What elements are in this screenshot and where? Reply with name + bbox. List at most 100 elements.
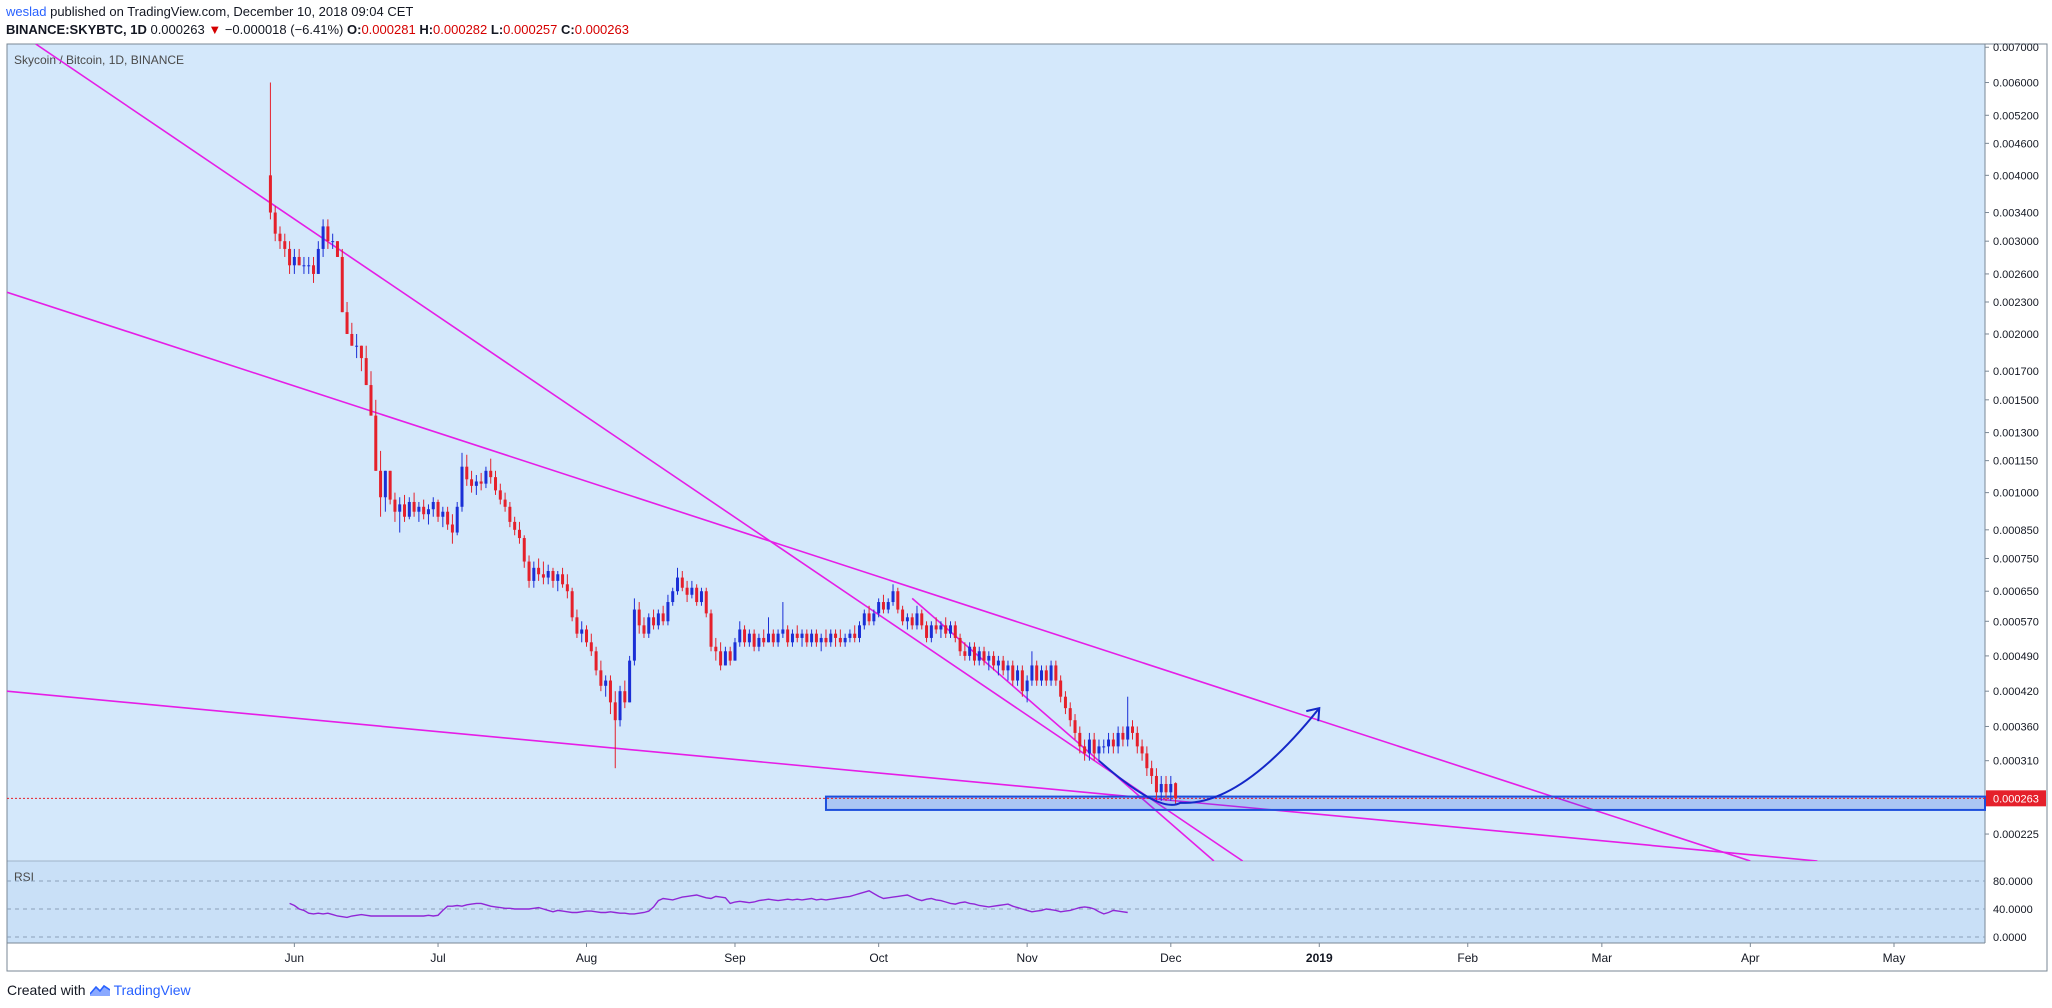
candle-body <box>714 646 718 652</box>
candle-body <box>580 629 584 634</box>
candle-body <box>1169 783 1173 793</box>
candle <box>1169 775 1173 801</box>
candle-body <box>987 655 991 661</box>
candle <box>580 621 584 643</box>
candle <box>858 621 862 643</box>
candle <box>829 629 833 647</box>
candle-body <box>340 256 344 313</box>
trendline <box>7 690 1818 861</box>
created-with-text: Created with <box>7 982 86 998</box>
tradingview-link[interactable]: TradingView <box>113 982 191 998</box>
candle-body <box>1020 670 1024 692</box>
time-tick-label: 2019 <box>1306 951 1333 965</box>
candle <box>297 248 301 266</box>
candle <box>934 617 938 634</box>
candle-body <box>795 633 799 638</box>
candle-body <box>417 506 421 512</box>
candle-body <box>958 637 962 652</box>
candle-body <box>599 670 603 686</box>
candle-body <box>1001 660 1005 671</box>
candle-body <box>570 591 574 618</box>
forecast-arc <box>1098 707 1321 806</box>
candle-body <box>331 241 335 243</box>
candle <box>316 241 320 274</box>
candle-body <box>1059 680 1063 697</box>
candle <box>738 621 742 647</box>
candle-body <box>968 646 972 656</box>
candle <box>853 625 857 643</box>
rsi-title: RSI <box>14 870 34 884</box>
candle-body <box>379 470 383 498</box>
candle <box>1154 768 1158 801</box>
candle <box>1116 726 1120 754</box>
candle-body <box>407 501 411 517</box>
candle <box>824 629 828 647</box>
candle <box>489 458 493 484</box>
candle <box>1083 739 1087 761</box>
candle-body <box>335 241 339 257</box>
candle <box>422 499 426 520</box>
candle-body <box>1078 732 1082 747</box>
publish-info: weslad published on TradingView.com, Dec… <box>6 4 413 19</box>
candle-body <box>848 633 852 638</box>
candle-body <box>585 629 589 643</box>
candle <box>795 625 799 643</box>
price-tick-label: 0.001150 <box>1993 456 2038 468</box>
candle <box>685 580 689 603</box>
candle-body <box>934 625 938 630</box>
candle <box>886 598 890 614</box>
candle <box>594 646 598 676</box>
candle-body <box>594 651 598 671</box>
candle-body <box>1174 783 1178 799</box>
candle <box>647 613 651 638</box>
candle-body <box>546 571 550 578</box>
candle-body <box>561 574 565 585</box>
candle <box>537 558 541 581</box>
candle <box>268 82 272 220</box>
candle <box>877 598 881 618</box>
candle <box>398 497 402 533</box>
candle <box>460 452 464 512</box>
candle-body <box>1130 726 1134 733</box>
candle <box>862 609 866 630</box>
candle <box>920 609 924 630</box>
candle-body <box>1097 746 1101 754</box>
candle <box>498 483 502 505</box>
price-tick-label: 0.004000 <box>1993 170 2039 182</box>
candle-body <box>623 691 627 703</box>
candle-body <box>551 571 555 581</box>
candle <box>1140 739 1144 761</box>
candle-body <box>972 646 976 661</box>
candle-body <box>944 625 948 634</box>
candle-body <box>695 587 699 603</box>
candle <box>1111 732 1115 754</box>
candle <box>494 470 498 495</box>
price-change: −0.000018 (−6.41%) <box>224 22 344 37</box>
candle-body <box>613 702 617 721</box>
candle-body <box>1150 768 1154 776</box>
candle-body <box>915 613 919 626</box>
candle <box>1092 732 1096 761</box>
candle <box>972 642 976 666</box>
candle <box>508 501 512 528</box>
candle <box>393 492 397 522</box>
candle-body <box>834 633 838 638</box>
candle-body <box>412 501 416 512</box>
candle <box>1130 720 1134 740</box>
candle-body <box>661 613 665 622</box>
candle-body <box>747 633 751 643</box>
candle-body <box>953 625 957 638</box>
time-tick-label: May <box>1883 951 1906 965</box>
author-link[interactable]: weslad <box>6 4 47 19</box>
candle-body <box>1116 732 1120 747</box>
candle-body <box>489 470 493 478</box>
candle-body <box>867 613 871 622</box>
candle <box>326 219 330 249</box>
candle <box>517 521 521 544</box>
open-label: O: <box>347 22 362 37</box>
candle <box>474 475 478 495</box>
candle <box>757 633 761 652</box>
candle <box>470 470 474 493</box>
candle-body <box>1111 739 1115 747</box>
